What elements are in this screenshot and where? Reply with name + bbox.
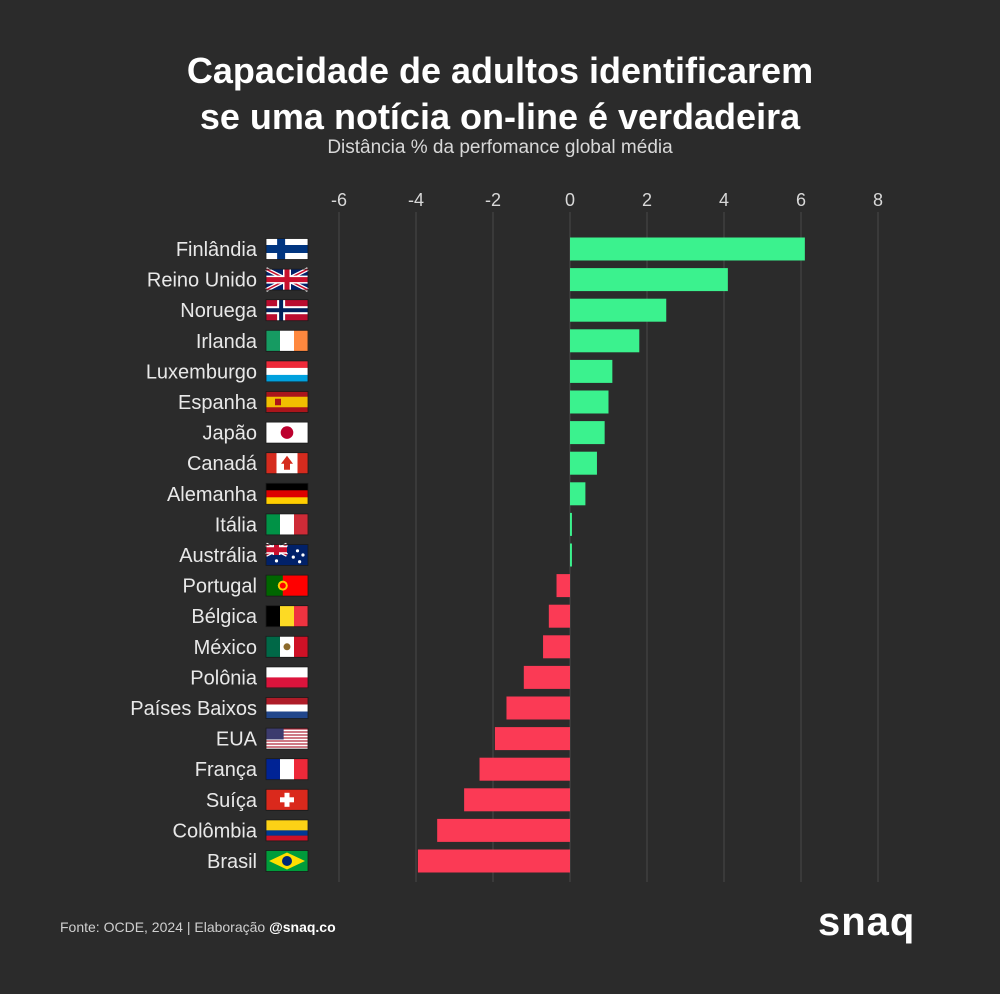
source-note: Fonte: OCDE, 2024 | Elaboração @snaq.co [60, 919, 336, 935]
colombia-flag [265, 819, 309, 842]
category-label: Suíça [206, 790, 258, 812]
spain-flag [265, 391, 309, 413]
bar [494, 727, 570, 751]
title-line-1: Capacidade de adultos identificarem [186, 50, 814, 91]
x-tick-label: 4 [719, 190, 729, 210]
chart-subtitle: Distância % da perfomance global média [327, 137, 673, 158]
x-tick-label: -6 [331, 190, 347, 210]
category-label: França [195, 759, 258, 781]
australia-flag [265, 542, 309, 566]
bar [506, 696, 570, 720]
source-text: Fonte: OCDE, 2024 | Elaboração [60, 919, 270, 935]
bar [570, 451, 597, 475]
bar [570, 421, 605, 445]
germany-flag [265, 482, 309, 505]
brand-logo: snaq [818, 900, 916, 944]
x-tick-label: 2 [642, 190, 652, 210]
chart-title: Capacidade de adultos identificarem se u… [0, 48, 1000, 140]
bar [570, 543, 572, 567]
x-tick-label: -2 [485, 190, 501, 210]
portugal-flag [265, 574, 309, 597]
bar [570, 359, 613, 383]
italy-flag [265, 513, 309, 536]
bar [479, 757, 570, 781]
x-tick-label: 8 [873, 190, 883, 210]
x-tick-label: 6 [796, 190, 806, 210]
x-tick-label: -4 [408, 190, 424, 210]
bar [464, 788, 570, 812]
bar [570, 482, 586, 506]
belgium-flag [265, 605, 309, 628]
category-label: Portugal [183, 576, 258, 598]
bar [543, 635, 570, 659]
category-label: Luxemburgo [146, 361, 257, 383]
category-label: Reino Unido [147, 270, 257, 292]
category-label: Países Baixos [130, 698, 257, 720]
category-label: Brasil [207, 851, 257, 873]
category-label: Bélgica [191, 606, 257, 628]
bar [570, 268, 728, 292]
norway-flag [265, 299, 309, 322]
bar [548, 604, 570, 628]
france-flag [265, 758, 309, 781]
category-label: Japão [203, 423, 258, 445]
category-label: México [194, 637, 257, 659]
bar [523, 665, 570, 689]
category-label: EUA [216, 729, 258, 751]
mexico-flag [265, 635, 309, 658]
brazil-flag [265, 850, 309, 872]
bar [570, 390, 609, 414]
bar [570, 329, 640, 353]
category-label: Irlanda [196, 331, 258, 353]
category-label: Austrália [179, 545, 258, 567]
bar [570, 512, 572, 536]
category-label: Noruega [180, 300, 258, 322]
uk-flag [265, 267, 309, 292]
bar [437, 818, 570, 842]
category-label: Itália [215, 514, 258, 536]
japan-flag [265, 421, 309, 444]
usa-flag [265, 727, 309, 750]
category-label: Alemanha [167, 484, 258, 506]
bar [570, 298, 667, 322]
source-handle: @snaq.co [269, 919, 336, 935]
x-tick-label: 0 [565, 190, 575, 210]
netherlands-flag [265, 697, 309, 719]
bar [570, 237, 805, 261]
bar [417, 849, 570, 873]
ireland-flag [265, 329, 309, 352]
category-label: Polônia [190, 667, 258, 689]
poland-flag [265, 666, 309, 689]
category-label: Finlândia [176, 239, 258, 261]
luxembourg-flag [265, 360, 309, 383]
switzerland-flag [265, 788, 309, 811]
title-line-2: se uma notícia on-line é verdadeira [199, 96, 801, 137]
category-label: Espanha [178, 392, 258, 414]
category-label: Canadá [187, 453, 258, 475]
category-label: Colômbia [173, 820, 258, 842]
bar [556, 574, 570, 598]
finland-flag [265, 238, 309, 260]
canada-flag [265, 452, 309, 475]
